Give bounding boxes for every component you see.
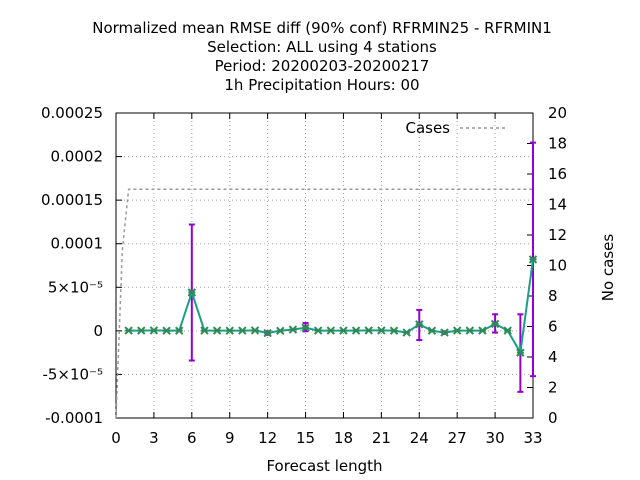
data-point [516,348,525,357]
data-point [137,326,146,335]
x-tick-label: 27 [448,429,467,447]
data-point [174,326,184,335]
data-point [377,326,386,335]
data-point [364,326,373,335]
data-point [465,326,475,335]
y2-tick-label: 20 [548,104,567,122]
data-point [276,326,285,335]
x-axis-label: Forecast length [266,457,382,475]
data-point [200,326,209,335]
data-point [149,326,159,335]
y-tick-label: 0.00015 [41,191,103,209]
y2-tick-label: 8 [548,287,558,305]
y2-tick-label: 16 [548,165,567,183]
x-tick-label: 9 [225,429,235,447]
chart-title: Normalized mean RMSE diff (90% conf) RFR… [92,19,552,94]
data-point [478,326,487,335]
x-tick-label: 6 [187,429,197,447]
legend-label: Cases [405,119,450,137]
data-point [225,326,234,335]
y-tick-label: 0 [93,322,103,340]
data-point [339,326,348,335]
rmse-series [124,255,538,357]
data-point [326,326,336,335]
x-tick-label: 33 [523,429,542,447]
error-bars [188,141,536,393]
data-point [440,328,449,337]
x-tick-label: 3 [149,429,159,447]
y2-tick-label: 12 [548,226,567,244]
y2-tick-label: 18 [548,135,567,153]
y2-tick-label: 4 [548,348,558,366]
data-point [124,326,133,335]
data-point [415,320,424,329]
x-tick-label: 0 [111,429,121,447]
y-tick-label: -5×10⁻⁵ [42,365,103,383]
data-point [212,326,222,335]
y-tick-label: 5×10⁻⁵ [48,278,103,296]
y2-tick-label: 0 [548,409,558,427]
x-tick-label: 30 [486,429,505,447]
data-point [263,328,272,338]
cases-line [115,188,533,419]
grid [116,113,533,418]
x-tick-label: 18 [334,429,353,447]
plot-frame [115,112,534,419]
data-point [351,326,361,335]
title-line: 1h Precipitation Hours: 00 [224,76,419,94]
data-point [288,325,298,334]
data-point [402,328,411,337]
data-point [503,326,512,335]
cases-series [115,188,533,419]
x-tick-label: 15 [296,429,315,447]
y2-tick-label: 2 [548,379,558,397]
title-line: Normalized mean RMSE diff (90% conf) RFR… [92,19,552,37]
data-point [238,326,247,335]
data-point [389,326,399,335]
y2-tick-label: 6 [548,318,558,336]
y-tick-label: -0.0001 [45,409,103,427]
x-tick-label: 21 [372,429,391,447]
data-point [187,288,197,297]
legend: Cases [405,119,506,137]
x-tick-label: 12 [258,429,277,447]
x-tick-label: 24 [410,429,429,447]
data-point [162,326,171,335]
data-point [301,323,310,333]
y2-axis: 0 2 4 6 8 10 12 14 16 18 20 [527,104,567,427]
y-tick-label: 0.0002 [51,148,104,166]
title-line: Period: 20200203-20200217 [215,57,430,75]
title-line: Selection: ALL using 4 stations [207,38,437,56]
y-tick-label: 0.00025 [41,104,103,122]
y2-tick-label: 14 [548,196,567,214]
data-point [313,326,323,335]
x-axis: 0 3 6 9 12 15 18 21 24 27 30 33 [111,113,543,447]
y-tick-label: 0.0001 [51,235,104,253]
y2-axis-label: No cases [599,234,617,302]
data-point [528,255,538,264]
data-point [427,326,437,335]
data-point [452,326,462,335]
series-line [128,259,534,356]
data-point [490,319,500,329]
data-point [250,326,260,335]
y2-tick-label: 10 [548,257,567,275]
y-axis: -0.0001 -5×10⁻⁵ 0 5×10⁻⁵ 0.0001 0.00015 0.0002… [41,104,122,427]
